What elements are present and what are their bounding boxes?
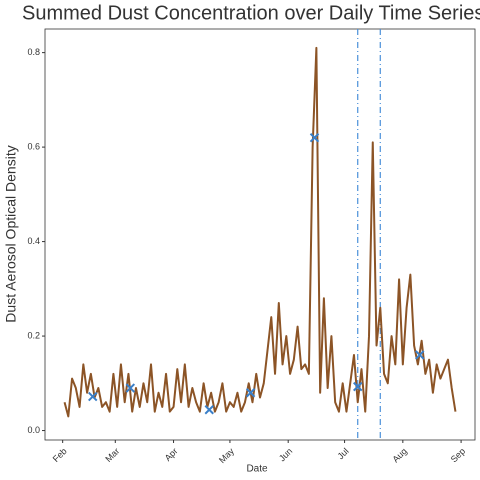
- x-tick-label: Aug: [391, 446, 409, 464]
- chart-title: Summed Dust Concentration over Daily Tim…: [22, 2, 480, 24]
- marker: [88, 391, 98, 402]
- marker: [415, 350, 425, 360]
- y-tick-label: 0.2: [27, 330, 40, 340]
- x-tick-label: Jun: [277, 446, 294, 463]
- y-tick-label: 0.0: [27, 425, 40, 435]
- y-axis-label: Dust Aerosol Optical Density: [3, 145, 19, 322]
- x-tick-label: Sep: [449, 446, 467, 464]
- x-tick-label: Apr: [163, 446, 180, 463]
- x-tick-label: May: [217, 446, 236, 465]
- y-tick-label: 0.4: [27, 236, 40, 246]
- x-tick-label: Jul: [335, 446, 350, 461]
- marker: [309, 132, 320, 143]
- x-tick-label: Feb: [51, 446, 69, 464]
- plot-panel: [44, 28, 476, 441]
- x-tick-label: Mar: [103, 446, 121, 464]
- x-axis-label: Date: [246, 464, 268, 475]
- y-tick-label: 0.8: [27, 47, 40, 57]
- marker: [125, 383, 136, 393]
- y-tick-label: 0.6: [27, 141, 40, 151]
- marker: [245, 388, 256, 398]
- marker: [204, 405, 214, 415]
- marker: [353, 381, 363, 392]
